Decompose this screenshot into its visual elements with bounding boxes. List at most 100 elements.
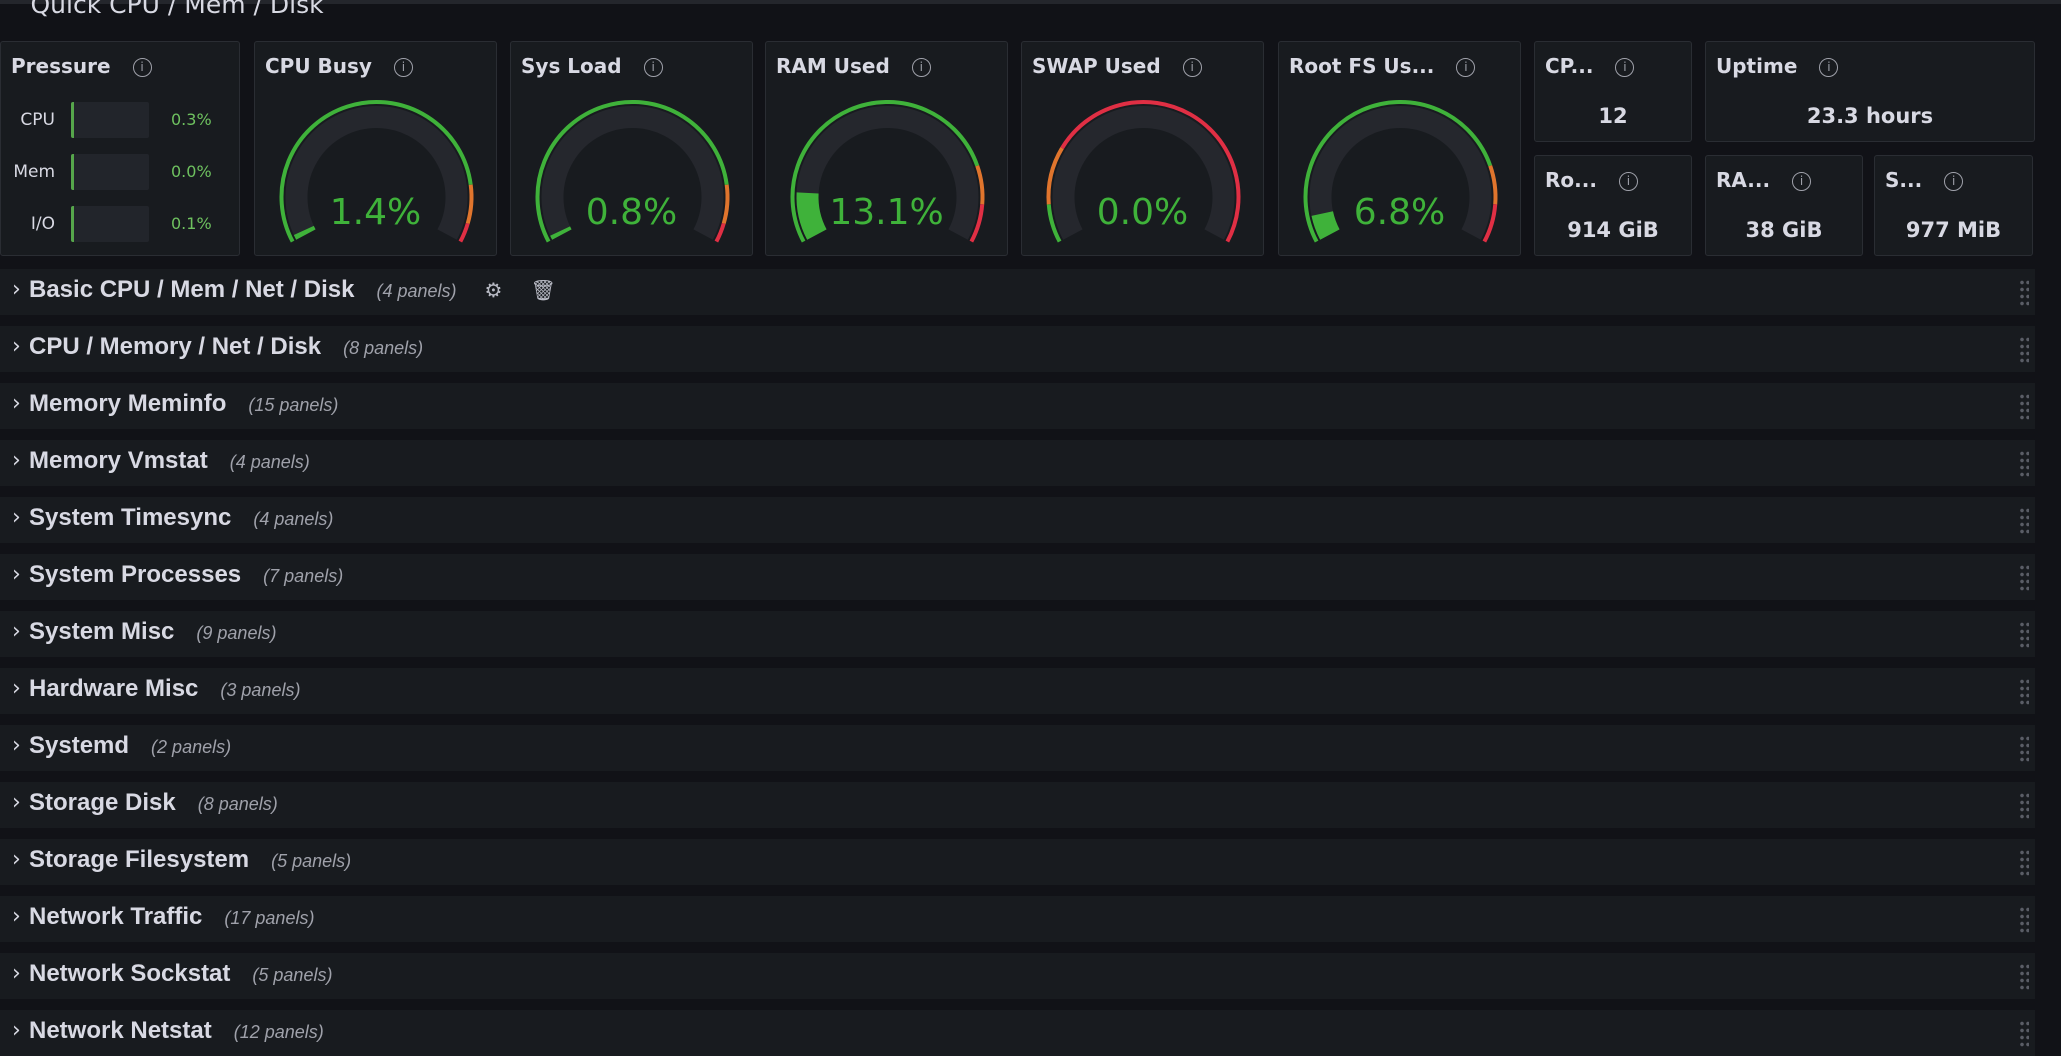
info-icon[interactable]: i: [1615, 58, 1635, 77]
dashboard-row[interactable]: › Hardware Misc (3 panels): [0, 668, 2035, 714]
stat-value: 23.3 hours: [1806, 104, 1934, 128]
row-panel-count: (4 panels): [253, 509, 334, 529]
drag-handle-icon[interactable]: [2019, 564, 2029, 592]
row-panel-count: (2 panels): [151, 737, 232, 757]
drag-handle-icon[interactable]: [2019, 621, 2029, 649]
gauge-threshold: [1060, 100, 1241, 243]
gauge-fill: [796, 192, 827, 240]
stat-value: 38 GiB: [1745, 218, 1823, 242]
panel-title: RAM Used: [776, 54, 890, 78]
dashboard-row[interactable]: › System Misc (9 panels): [0, 611, 2035, 657]
drag-handle-icon[interactable]: [2019, 393, 2029, 421]
section-header-quick[interactable]: ˅Quick CPU / Mem / Disk: [18, 0, 324, 19]
stat-value: 914 GiB: [1567, 218, 1659, 242]
row-title: Network Netstat: [29, 1017, 212, 1044]
gauge-track: [1052, 106, 1235, 240]
gauge-arc: [279, 100, 474, 243]
dashboard-row[interactable]: › Network Netstat (12 panels): [0, 1010, 2035, 1056]
chevron-right-icon: ›: [12, 619, 21, 644]
panel-title: Uptime: [1716, 54, 1798, 78]
stat-panel: RA... i 38 GiB: [1705, 155, 1863, 256]
gauge-value: 6.8%: [1353, 192, 1446, 233]
row-title: Systemd: [29, 732, 130, 759]
dashboard-row[interactable]: › Memory Vmstat (4 panels): [0, 440, 2035, 486]
gauge-threshold: [1482, 204, 1498, 243]
dashboard-row[interactable]: › Memory Meminfo (15 panels): [0, 383, 2035, 429]
info-icon[interactable]: i: [1944, 172, 1964, 191]
gauge-track: [1309, 106, 1492, 240]
info-icon[interactable]: i: [1618, 172, 1638, 191]
gauge-value: 1.4%: [329, 192, 422, 233]
row-panel-count: (5 panels): [271, 851, 352, 871]
info-icon[interactable]: i: [1182, 58, 1202, 77]
gauge-panel: RAM Used i 13.1%: [765, 41, 1008, 256]
dashboard-row[interactable]: › Network Sockstat (5 panels): [0, 953, 2035, 999]
drag-handle-icon[interactable]: [2019, 507, 2029, 535]
info-icon[interactable]: i: [1819, 58, 1839, 77]
stat-panel: S... i 977 MiB: [1874, 155, 2033, 256]
dashboard-row[interactable]: › System Timesync (4 panels): [0, 497, 2035, 543]
gauge-threshold: [279, 100, 473, 243]
dashboard-row[interactable]: › Systemd (2 panels): [0, 725, 2035, 771]
info-icon[interactable]: i: [393, 58, 413, 77]
chevron-right-icon: ›: [12, 505, 21, 530]
row-panel-count: (17 panels): [224, 908, 315, 928]
drag-handle-icon[interactable]: [2019, 849, 2029, 877]
pressure-label: Mem: [13, 162, 55, 182]
info-icon[interactable]: i: [1792, 172, 1812, 191]
pressure-bar: [71, 102, 149, 138]
row-title: Network Sockstat: [29, 960, 231, 987]
drag-handle-icon[interactable]: [2019, 678, 2029, 706]
gauge-arc: [1303, 100, 1498, 243]
info-icon[interactable]: i: [132, 58, 152, 77]
pressure-bar: [71, 154, 149, 190]
info-icon[interactable]: i: [1456, 58, 1476, 77]
row-title: CPU / Memory / Net / Disk: [29, 333, 322, 360]
drag-handle-icon[interactable]: [2019, 1020, 2029, 1048]
drag-handle-icon[interactable]: [2019, 906, 2029, 934]
drag-handle-icon[interactable]: [2019, 735, 2029, 763]
gauge-threshold: [465, 184, 474, 225]
gauge-track: [285, 106, 468, 240]
panel-title: Sys Load: [521, 54, 622, 78]
chevron-right-icon: ›: [12, 1018, 21, 1043]
chevron-right-icon: ›: [12, 277, 21, 302]
panel-title: Ro...: [1545, 168, 1597, 192]
stat-value: 977 MiB: [1905, 218, 2002, 242]
gear-icon[interactable]: ⚙: [484, 280, 503, 302]
drag-handle-icon[interactable]: [2019, 792, 2029, 820]
dashboard-row[interactable]: › Basic CPU / Mem / Net / Disk (4 panels)…: [0, 269, 2035, 315]
drag-handle-icon[interactable]: [2019, 279, 2029, 307]
gauge-value: 0.0%: [1096, 192, 1189, 233]
pressure-label: I/O: [30, 214, 55, 234]
row-title: Storage Filesystem: [29, 846, 250, 873]
dashboard-row[interactable]: › Storage Filesystem (5 panels): [0, 839, 2035, 885]
panel-title: CPU Busy: [265, 54, 372, 78]
drag-handle-icon[interactable]: [2019, 450, 2029, 478]
row-title: System Timesync: [29, 504, 232, 531]
row-panel-count: (15 panels): [248, 395, 339, 415]
row-title: Storage Disk: [29, 789, 176, 816]
gauge-threshold: [535, 100, 729, 243]
gauge-panel: SWAP Used i 0.0%: [1021, 41, 1264, 256]
gauge-threshold: [1303, 100, 1493, 243]
dashboard-row[interactable]: › Storage Disk (8 panels): [0, 782, 2035, 828]
drag-handle-icon[interactable]: [2019, 963, 2029, 991]
dashboard-row[interactable]: › CPU / Memory / Net / Disk (8 panels): [0, 326, 2035, 372]
gauge-threshold: [1488, 165, 1498, 205]
gauge-arc: [1046, 100, 1241, 243]
drag-handle-icon[interactable]: [2019, 336, 2029, 364]
panel-title: Pressure: [11, 54, 111, 78]
pressure-panel: Pressure i CPU 0.3% Mem 0.0% I/O 0.1%: [0, 41, 240, 256]
panel-title: Root FS Us...: [1289, 54, 1435, 78]
dashboard-row[interactable]: › System Processes (7 panels): [0, 554, 2035, 600]
trash-icon[interactable]: 🗑: [530, 280, 556, 302]
gauge-value: 13.1%: [829, 192, 944, 233]
row-panel-count: (8 panels): [343, 338, 424, 358]
row-title: System Processes: [29, 561, 242, 588]
gauge-panel: Sys Load i 0.8%: [510, 41, 753, 256]
info-icon[interactable]: i: [643, 58, 663, 77]
gauge-threshold: [458, 222, 470, 243]
info-icon[interactable]: i: [911, 58, 931, 77]
dashboard-row[interactable]: › Network Traffic (17 panels): [0, 896, 2035, 942]
